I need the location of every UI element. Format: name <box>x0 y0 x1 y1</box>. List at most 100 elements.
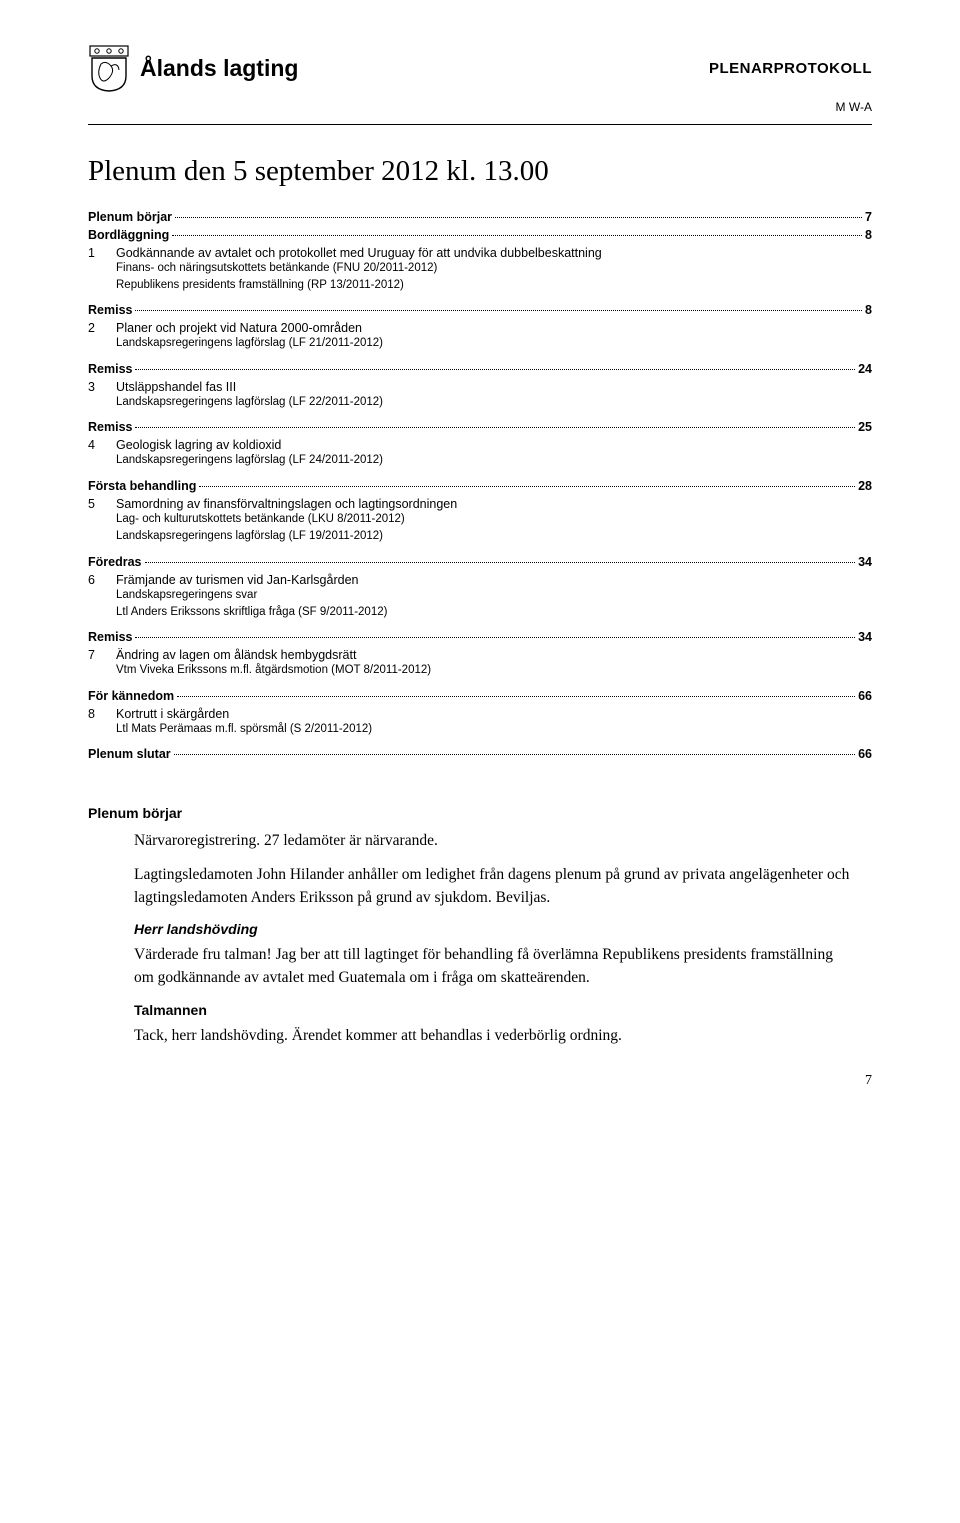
toc-item-number: 6 <box>88 573 102 587</box>
toc-item-number: 8 <box>88 707 102 721</box>
document-type: PLENARPROTOKOLL <box>709 60 872 77</box>
toc-heading-label: Första behandling <box>88 479 196 493</box>
toc-item-sub: Landskapsregeringens lagförslag (LF 19/2… <box>116 528 872 545</box>
toc-item-number: 7 <box>88 648 102 662</box>
toc-dots <box>135 417 855 428</box>
toc-heading-label: Bordläggning <box>88 228 169 242</box>
toc-item: 6 Främjande av turismen vid Jan-Karlsgård… <box>88 573 872 622</box>
toc-heading-line: Remiss 34 <box>88 630 872 644</box>
toc-item-number: 4 <box>88 438 102 452</box>
toc-page-number: 7 <box>865 210 872 224</box>
toc-heading-line: Bordläggning 8 <box>88 227 872 241</box>
toc-heading-line: Föredras 34 <box>88 554 872 568</box>
toc-item-head: 7 Ändring av lagen om åländsk hembygdsrät… <box>88 648 872 662</box>
toc-dots <box>174 744 855 755</box>
toc-item: 5 Samordning av finansförvaltningslagen o… <box>88 497 872 546</box>
toc-item-sub: Ltl Anders Erikssons skriftliga fråga (S… <box>116 604 872 621</box>
toc-page-number: 25 <box>858 420 872 434</box>
paragraph: Värderade fru talman! Jag ber att till l… <box>134 943 872 990</box>
toc-page-number: 66 <box>858 689 872 703</box>
toc-item-sub: Landskapsregeringens svar <box>116 587 872 604</box>
toc-item-title: Kortrutt i skärgården <box>116 707 229 721</box>
toc-heading-line: Första behandling 28 <box>88 479 872 493</box>
page-number: 7 <box>865 1073 872 1089</box>
header-divider <box>88 124 872 125</box>
toc-item-title: Utsläppshandel fas III <box>116 380 236 394</box>
toc-item-title: Geologisk lagring av koldioxid <box>116 438 281 452</box>
toc-heading-label: Föredras <box>88 555 142 569</box>
toc-item-sub: Landskapsregeringens lagförslag (LF 22/2… <box>116 394 872 411</box>
toc-page-number: 8 <box>865 303 872 317</box>
speaker-label: Talmannen <box>134 1002 872 1018</box>
toc-item: 8 Kortrutt i skärgårdenLtl Mats Perämaas … <box>88 707 872 738</box>
table-of-contents: Plenum börjar 7 Bordläggning 8 1 Godkännande … <box>88 210 872 761</box>
speaker-label: Herr landshövding <box>134 921 872 937</box>
document-title: Plenum den 5 september 2012 kl. 13.00 <box>88 155 872 188</box>
toc-item: 1 Godkännande av avtalet och protokollet … <box>88 246 872 295</box>
toc-item-title: Främjande av turismen vid Jan-Karlsgårde… <box>116 573 358 587</box>
toc-item: 4 Geologisk lagring av koldioxidLandskaps… <box>88 438 872 469</box>
toc-item-head: 1 Godkännande av avtalet och protokollet … <box>88 246 872 260</box>
toc-item-number: 1 <box>88 246 102 260</box>
toc-heading-line: Remiss 8 <box>88 303 872 317</box>
toc-item-sub: Landskapsregeringens lagförslag (LF 24/2… <box>116 452 872 469</box>
toc-heading-line: Remiss 24 <box>88 362 872 376</box>
paragraph: Lagtingsledamoten John Hilander anhåller… <box>134 863 872 910</box>
toc-item-head: 5 Samordning av finansförvaltningslagen o… <box>88 497 872 511</box>
toc-item-head: 2 Planer och projekt vid Natura 2000-områ… <box>88 321 872 335</box>
toc-item: 2 Planer och projekt vid Natura 2000-områ… <box>88 321 872 352</box>
toc-heading-line: För kännedom 66 <box>88 689 872 703</box>
toc-dots <box>135 300 862 311</box>
toc-dots <box>172 224 862 235</box>
toc-item-title: Samordning av finansförvaltningslagen oc… <box>116 497 457 511</box>
body-text: Plenum börjar Närvaroregistrering. 27 le… <box>88 805 872 1047</box>
toc-page-number: 28 <box>858 479 872 493</box>
toc-item-number: 2 <box>88 321 102 335</box>
toc-dots <box>135 627 855 638</box>
toc-heading-line: Remiss 25 <box>88 420 872 434</box>
toc-item: 3 Utsläppshandel fas IIILandskapsregering… <box>88 380 872 411</box>
toc-page-number: 34 <box>858 555 872 569</box>
toc-item-title: Godkännande av avtalet och protokollet m… <box>116 246 602 260</box>
paragraph: Närvaroregistrering. 27 ledamöter är när… <box>134 829 872 852</box>
toc-page-number: 8 <box>865 228 872 242</box>
toc-heading-label: Remiss <box>88 420 132 434</box>
reference-code: M W-A <box>88 100 872 114</box>
toc-heading-label: Remiss <box>88 303 132 317</box>
toc-heading-label: Remiss <box>88 362 132 376</box>
toc-heading-line: Plenum slutar 66 <box>88 747 872 761</box>
header-left: Ålands lagting <box>88 44 298 92</box>
toc-heading-label: Plenum börjar <box>88 210 172 224</box>
toc-item: 7 Ändring av lagen om åländsk hembygdsrät… <box>88 648 872 679</box>
toc-item-head: 8 Kortrutt i skärgården <box>88 707 872 721</box>
toc-dots <box>145 551 856 562</box>
toc-page-number: 24 <box>858 362 872 376</box>
toc-dots <box>199 476 855 487</box>
toc-page-number: 34 <box>858 630 872 644</box>
toc-item-number: 3 <box>88 380 102 394</box>
toc-heading-label: Plenum slutar <box>88 747 171 761</box>
toc-item-sub: Vtm Viveka Erikssons m.fl. åtgärdsmotion… <box>116 662 872 679</box>
toc-heading-line: Plenum börjar 7 <box>88 210 872 224</box>
toc-item-title: Ändring av lagen om åländsk hembygdsrätt <box>116 648 356 662</box>
toc-item-sub: Landskapsregeringens lagförslag (LF 21/2… <box>116 335 872 352</box>
toc-dots <box>135 359 855 370</box>
toc-item-head: 4 Geologisk lagring av koldioxid <box>88 438 872 452</box>
toc-item-sub: Finans- och näringsutskottets betänkande… <box>116 260 872 277</box>
toc-heading-label: Remiss <box>88 630 132 644</box>
page-header: Ålands lagting PLENARPROTOKOLL <box>88 44 872 92</box>
toc-item-sub: Republikens presidents framställning (RP… <box>116 277 872 294</box>
toc-item-title: Planer och projekt vid Natura 2000-områd… <box>116 321 362 335</box>
crest-icon <box>88 44 130 92</box>
toc-item-number: 5 <box>88 497 102 511</box>
section-heading: Plenum börjar <box>88 805 872 821</box>
toc-item-sub: Ltl Mats Perämaas m.fl. spörsmål (S 2/20… <box>116 721 872 738</box>
paragraph: Tack, herr landshövding. Ärendet kommer … <box>134 1024 872 1047</box>
toc-item-sub: Lag- och kulturutskottets betänkande (LK… <box>116 511 872 528</box>
toc-item-head: 6 Främjande av turismen vid Jan-Karlsgård… <box>88 573 872 587</box>
toc-dots <box>177 686 855 697</box>
toc-heading-label: För kännedom <box>88 689 174 703</box>
toc-page-number: 66 <box>858 747 872 761</box>
site-name: Ålands lagting <box>140 55 298 82</box>
toc-dots <box>175 207 862 218</box>
